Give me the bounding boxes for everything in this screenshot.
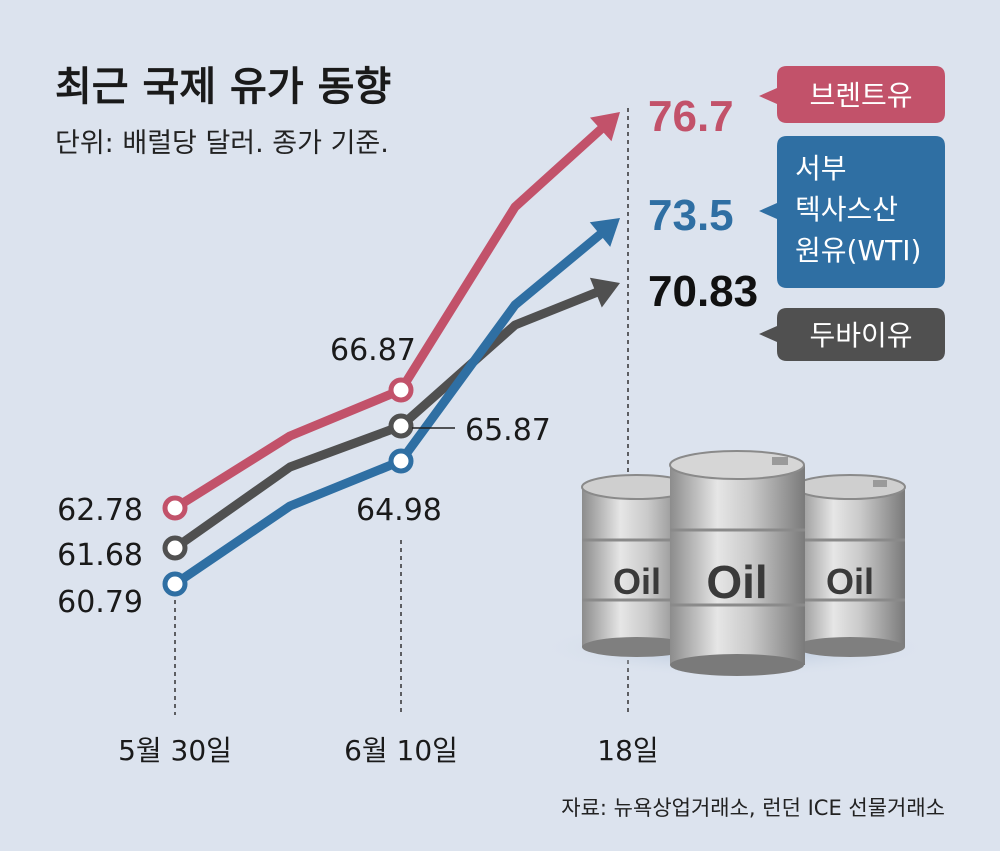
barrel-label: Oil — [613, 561, 661, 602]
x-tick-label-1: 6월 10일 — [344, 734, 458, 767]
series-arrowhead-brent — [589, 112, 620, 142]
source-note: 자료: 뉴욕상업거래소, 런던 ICE 선물거래소 — [561, 796, 945, 820]
legend-tag-brent: 브렌트유 — [759, 66, 945, 123]
legend-label-brent: 브렌트유 — [809, 79, 912, 112]
page-title: 최근 국제 유가 동향 — [55, 64, 391, 110]
legend-tag-wti: 서부 텍사스산 원유(WTI) — [759, 136, 945, 288]
barrel-right: Oil — [794, 474, 906, 657]
legend-tag-dubai: 두바이유 — [759, 308, 945, 361]
legend-label-dubai: 두바이유 — [809, 319, 912, 352]
barrel-label: Oil — [706, 556, 767, 608]
data-point-brent-1 — [388, 377, 414, 403]
data-label-wti-2: 73.5 — [648, 191, 734, 240]
data-label-wti-1: 64.98 — [356, 493, 442, 528]
series-arrowhead-wti — [589, 218, 620, 247]
data-point-wti-1 — [388, 448, 414, 474]
data-label-dubai-0: 61.68 — [57, 538, 143, 573]
barrel-center: Oil — [669, 450, 805, 676]
series-line-wti — [170, 230, 605, 589]
data-point-wti-0 — [162, 571, 188, 597]
legend-label-wti-line1: 서부 — [795, 152, 847, 185]
x-tick-label-0: 5월 30일 — [118, 734, 232, 767]
data-label-brent-0: 62.78 — [57, 493, 143, 528]
data-point-dubai-1 — [388, 413, 414, 439]
series-arrowhead-dubai — [589, 277, 620, 308]
x-tick-label-2: 18일 — [597, 734, 658, 767]
data-label-brent-2: 76.7 — [648, 92, 734, 141]
barrel-label: Oil — [826, 561, 874, 602]
oil-barrels-illustration: Oil Oil Oil — [535, 450, 935, 678]
data-label-wti-0: 60.79 — [57, 585, 143, 620]
data-label-dubai-2: 70.83 — [648, 267, 758, 316]
legend-label-wti-line3: 원유(WTI) — [795, 234, 921, 267]
data-label-dubai-1: 65.87 — [465, 413, 551, 448]
data-label-brent-1: 66.87 — [330, 333, 416, 368]
data-point-brent-0 — [162, 495, 188, 521]
page-subtitle: 단위: 배럴당 달러. 종가 기준. — [55, 128, 389, 159]
legend-label-wti-line2: 텍사스산 — [795, 193, 898, 226]
data-point-dubai-0 — [162, 535, 188, 561]
